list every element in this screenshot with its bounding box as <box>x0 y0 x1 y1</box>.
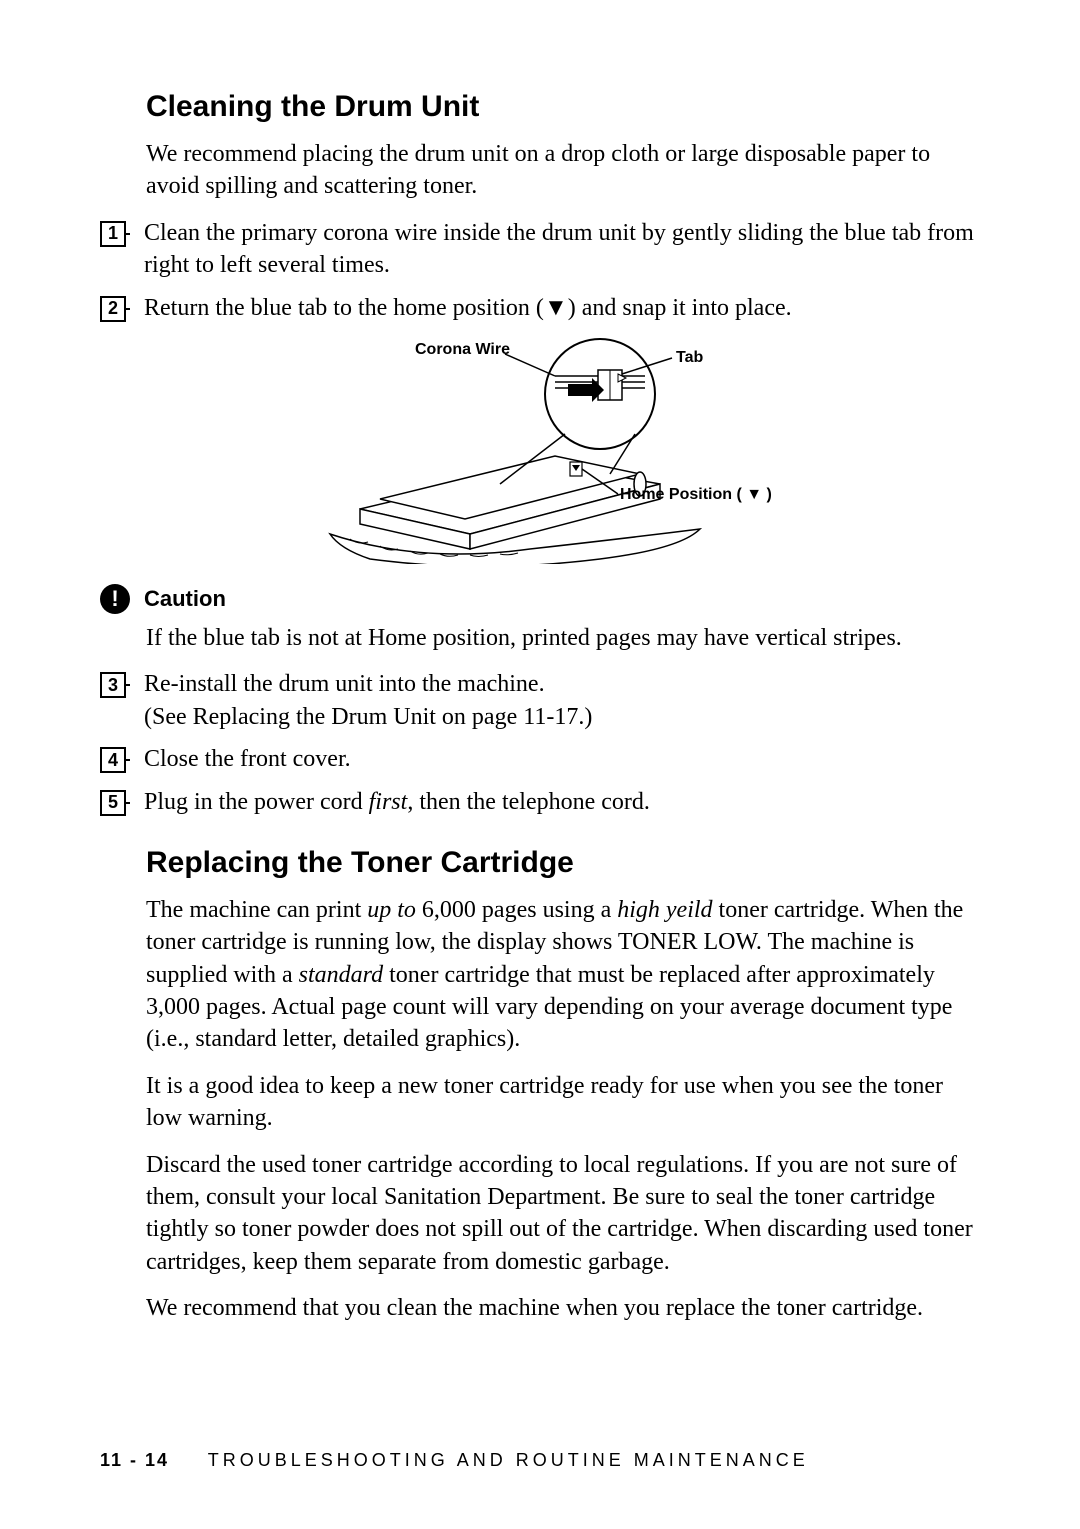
caution-label: Caution <box>144 586 226 612</box>
caution-row: ! Caution <box>100 584 980 614</box>
step-2-text-b: ) and snap it into place. <box>568 295 792 321</box>
step-3a: Re-install the drum unit into the machin… <box>144 668 980 700</box>
drum-diagram-svg: Corona Wire Tab <box>300 334 780 564</box>
label-corona-wire: Corona Wire <box>415 341 510 358</box>
step-2-text-a: Return the blue tab to the home position… <box>144 295 544 321</box>
step-2: 2 Return the blue tab to the home positi… <box>100 292 980 324</box>
step-4: 4 Close the front cover. <box>100 743 980 775</box>
label-tab: Tab <box>676 349 703 366</box>
step-3b: (See Replacing the Drum Unit on page 11-… <box>144 701 980 733</box>
page-content: Cleaning the Drum Unit We recommend plac… <box>0 0 1080 1399</box>
step-5: 5 Plug in the power cord first, then the… <box>100 786 980 818</box>
drum-unit-body <box>360 456 660 549</box>
caution-text: If the blue tab is not at Home position,… <box>146 622 980 654</box>
step-number-2: 2 <box>100 296 126 322</box>
p1b: up to <box>367 897 416 923</box>
toner-p4: We recommend that you clean the machine … <box>146 1292 980 1324</box>
step-1: 1 Clean the primary corona wire inside t… <box>100 217 980 282</box>
intro-paragraph: We recommend placing the drum unit on a … <box>146 138 980 203</box>
step-5b: first <box>369 789 408 815</box>
down-triangle-icon: ▼ <box>544 295 568 321</box>
toner-p2: It is a good idea to keep a new toner ca… <box>146 1070 980 1135</box>
page-footer: 11 - 14 TROUBLESHOOTING AND ROUTINE MAIN… <box>100 1450 980 1471</box>
drum-unit-diagram: Corona Wire Tab <box>100 334 980 564</box>
step-2-text: Return the blue tab to the home position… <box>144 292 980 324</box>
step-number-4: 4 <box>100 747 126 773</box>
p1c: 6,000 pages using a <box>416 897 617 923</box>
step-1-text: Clean the primary corona wire inside the… <box>144 217 980 282</box>
svg-text:Home Position ( ▼ ): Home Position ( ▼ ) <box>620 486 772 503</box>
heading-replacing-toner: Replacing the Toner Cartridge <box>146 846 980 880</box>
down-triangle-icon-small: ▼ <box>746 486 762 503</box>
step-5a: Plug in the power cord <box>144 789 369 815</box>
caution-icon: ! <box>100 584 130 614</box>
step-3: 3 Re-install the drum unit into the mach… <box>100 668 980 733</box>
toner-p3: Discard the used toner cartridge accordi… <box>146 1149 980 1279</box>
step-4-text: Close the front cover. <box>144 743 980 775</box>
footer-title: TROUBLESHOOTING AND ROUTINE MAINTENANCE <box>208 1450 809 1470</box>
label-home-a: Home Position ( <box>620 486 746 503</box>
step-3-text: Re-install the drum unit into the machin… <box>144 668 980 733</box>
label-home-b: ) <box>762 486 772 503</box>
p1a: The machine can print <box>146 897 367 923</box>
toner-p1: The machine can print up to 6,000 pages … <box>146 894 980 1056</box>
p1d: high yeild <box>617 897 712 923</box>
footer-page-number: 11 - 14 <box>100 1450 169 1470</box>
heading-cleaning-drum: Cleaning the Drum Unit <box>146 90 980 124</box>
step-5c: , then the telephone cord. <box>407 789 650 815</box>
step-number-3: 3 <box>100 672 126 698</box>
step-5-text: Plug in the power cord first, then the t… <box>144 786 980 818</box>
step-number-1: 1 <box>100 221 126 247</box>
p1f: standard <box>299 962 383 988</box>
step-number-5: 5 <box>100 790 126 816</box>
